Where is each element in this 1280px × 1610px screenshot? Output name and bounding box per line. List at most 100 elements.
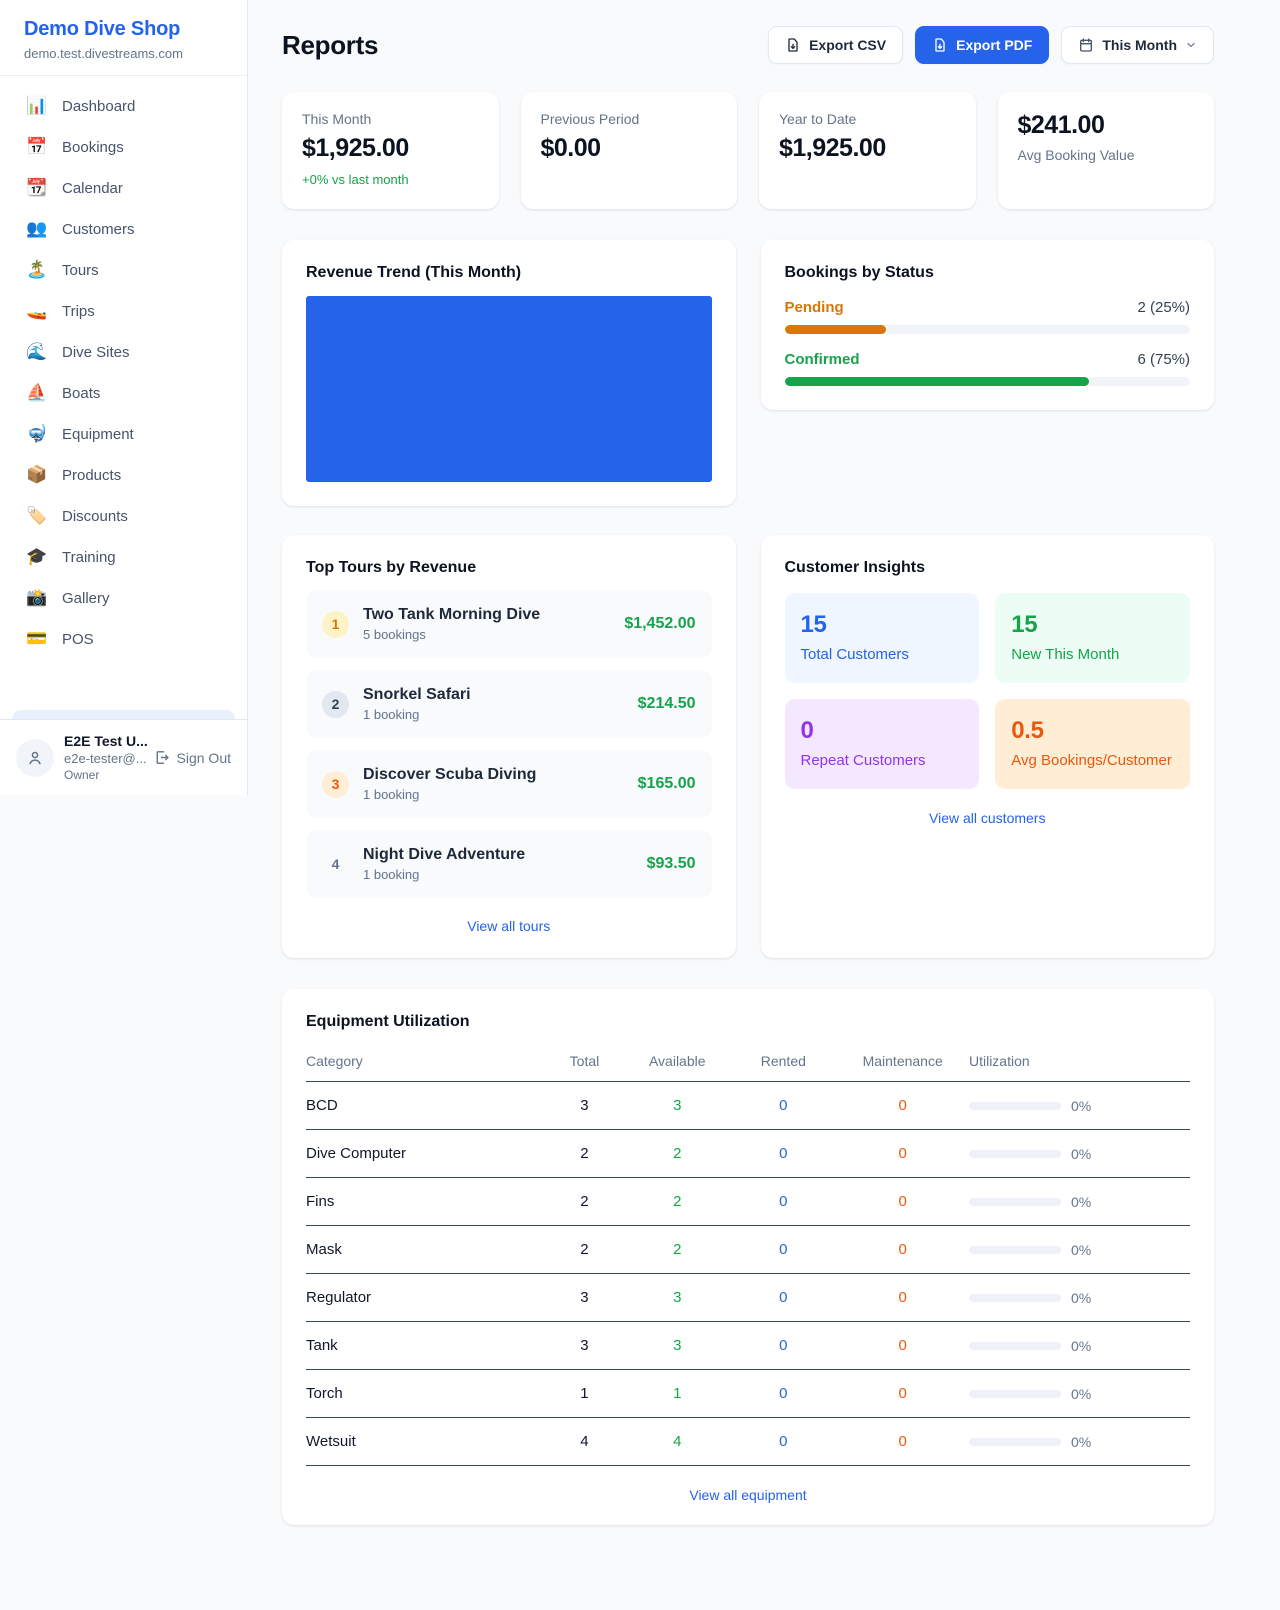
revenue-trend-title: Revenue Trend (This Month) (306, 264, 522, 281)
sign-out-button[interactable]: Sign Out (153, 749, 231, 766)
shop-name: Demo Dive Shop (24, 18, 181, 40)
tour-revenue: $165.00 (637, 775, 696, 792)
sidebar-item-icon: 📦 (26, 465, 48, 484)
sidebar-item[interactable]: 👥 Customers (12, 209, 235, 249)
sidebar-item[interactable]: 🏷️ Discounts (12, 496, 235, 536)
sidebar-item-label: Dashboard (62, 97, 136, 115)
tour-rank-badge: 3 (322, 770, 349, 798)
person-icon (29, 751, 41, 764)
status-row: Pending 2 (25%) (784, 299, 1190, 334)
sidebar-item[interactable]: 📅 Bookings (12, 127, 235, 167)
status-list: Pending 2 (25%) Confirmed 6 (75%) (784, 299, 1190, 386)
equipment-row: Fins 2 2 0 0 0% (306, 1177, 1190, 1226)
tour-row: 4 Night Dive Adventure 1 booking $93.50 (306, 831, 712, 897)
tour-name: Two Tank Morning Dive (363, 606, 541, 623)
insight-value: 0 (800, 717, 814, 744)
equipment-available: 4 (624, 1417, 731, 1466)
revenue-trend-panel: Revenue Trend (This Month) (282, 240, 736, 506)
bookings-by-status-panel: Bookings by Status Pending 2 (25%) (760, 240, 1214, 410)
utilization-percent: 0% (1070, 1193, 1092, 1210)
tour-name: Night Dive Adventure (363, 846, 526, 863)
sidebar-item-label: Bookings (62, 138, 124, 156)
sidebar-item-active-partial[interactable] (12, 710, 235, 719)
page-header: Reports Export CSV Export PDF (282, 26, 1214, 64)
sidebar-item[interactable]: 📦 Products (12, 455, 235, 495)
insight-value: 15 (800, 611, 827, 638)
view-all-customers-link[interactable]: View all customers (929, 810, 1046, 826)
revenue-trend-bar (306, 296, 712, 482)
column-header: Total (544, 1045, 625, 1082)
tour-list: 1 Two Tank Morning Dive 5 bookings $1,45… (306, 591, 712, 897)
calendar-icon (1080, 38, 1093, 52)
equipment-rented: 0 (730, 1369, 837, 1418)
utilization-percent: 0% (1070, 1385, 1092, 1402)
sidebar-item[interactable]: 💳 POS (12, 619, 235, 659)
tour-bookings: 5 bookings (363, 627, 426, 642)
customer-insights-panel: Customer Insights 15 Total Customers 15 … (760, 535, 1214, 958)
sidebar-item-label: Boats (62, 384, 101, 402)
view-all-tours-link[interactable]: View all tours (467, 918, 551, 934)
stat-cards: This Month $1,925.00 +0% vs last month P… (282, 92, 1214, 209)
sidebar-item[interactable]: 🎓 Training (12, 537, 235, 577)
stat-card: Previous Period $0.00 (520, 92, 737, 209)
equipment-category: Torch (306, 1369, 545, 1418)
sidebar-item[interactable]: 📆 Calendar (12, 168, 235, 208)
equipment-maintenance: 0 (836, 1177, 969, 1226)
sidebar-item[interactable]: 🏝️ Tours (12, 250, 235, 290)
stat-card: This Month $1,925.00 +0% vs last month (282, 92, 499, 209)
sidebar-user-footer: E2E Test U... e2e-tester@... Owner Sign … (0, 719, 247, 795)
insight-box: 15 Total Customers (784, 593, 980, 683)
equipment-category: Fins (306, 1177, 545, 1226)
equipment-maintenance: 0 (836, 1417, 969, 1466)
tour-rank-badge: 1 (322, 610, 349, 638)
equipment-rented: 0 (730, 1081, 837, 1130)
equipment-row: Mask 2 2 0 0 0% (306, 1225, 1190, 1274)
sidebar-item-label: Training (62, 548, 116, 566)
tour-name: Discover Scuba Diving (363, 766, 537, 783)
equipment-rented: 0 (730, 1225, 837, 1274)
tour-revenue: $1,452.00 (624, 615, 696, 632)
sidebar-item-label: Calendar (62, 179, 123, 197)
sidebar-item-label: Products (62, 466, 122, 484)
insight-label: New This Month (1011, 646, 1120, 663)
sidebar-item[interactable]: ⛵ Boats (12, 373, 235, 413)
sidebar-item-label: Trips (62, 302, 95, 320)
insight-label: Total Customers (800, 646, 909, 663)
tour-row: 1 Two Tank Morning Dive 5 bookings $1,45… (306, 591, 712, 657)
status-row: Confirmed 6 (75%) (784, 351, 1190, 386)
utilization-bar (968, 1293, 1061, 1302)
equipment-category: Wetsuit (306, 1417, 545, 1466)
sidebar-item-icon: 🌊 (26, 342, 48, 361)
sidebar-item[interactable]: 🚤 Trips (12, 291, 235, 331)
equipment-category: Dive Computer (306, 1129, 545, 1178)
stat-label: Previous Period (540, 111, 640, 127)
sidebar-item-icon: 🏷️ (26, 506, 48, 525)
equipment-row: Torch 1 1 0 0 0% (306, 1369, 1190, 1418)
sidebar-item[interactable]: 🌊 Dive Sites (12, 332, 235, 372)
tour-row: 3 Discover Scuba Diving 1 booking $165.0… (306, 751, 712, 817)
user-role: Owner (64, 768, 100, 782)
utilization-percent: 0% (1070, 1241, 1092, 1258)
view-all-equipment-link[interactable]: View all equipment (689, 1487, 807, 1503)
sidebar-item[interactable]: 🤿 Equipment (12, 414, 235, 454)
export-csv-button[interactable]: Export CSV (768, 26, 904, 64)
stat-label: This Month (302, 111, 372, 127)
period-dropdown[interactable]: This Month (1061, 26, 1214, 64)
sidebar-item-icon: ⛵ (26, 383, 48, 402)
tour-bookings: 1 booking (363, 867, 420, 882)
utilization-bar (968, 1389, 1061, 1398)
sidebar-item-icon: 🎓 (26, 547, 48, 566)
equipment-rented: 0 (730, 1321, 837, 1370)
export-pdf-button[interactable]: Export PDF (915, 26, 1050, 64)
utilization-percent: 0% (1070, 1433, 1092, 1450)
column-header: Maintenance (836, 1045, 969, 1082)
insight-grid: 15 Total Customers 15 New This Month 0 R… (784, 593, 1190, 789)
sidebar-item[interactable]: 📸 Gallery (12, 578, 235, 618)
stat-value: $241.00 (1017, 111, 1105, 139)
equipment-table-body: BCD 3 3 0 0 0% Dive (306, 1081, 1190, 1466)
equipment-total: 3 (544, 1321, 625, 1370)
sidebar-item[interactable]: 📊 Dashboard (12, 86, 235, 126)
equipment-table-header: Category Total Available Rented Maintena… (306, 1045, 1190, 1082)
tour-rank-badge: 2 (322, 690, 349, 718)
top-tours-title: Top Tours by Revenue (306, 559, 477, 576)
